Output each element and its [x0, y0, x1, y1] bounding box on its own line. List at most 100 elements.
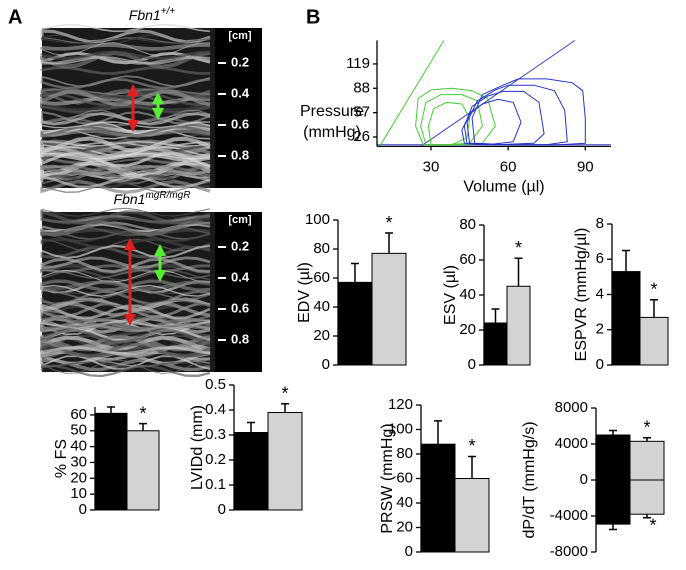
bar	[595, 434, 631, 481]
echo-scale-strip	[215, 212, 262, 372]
echo-texture	[40, 51, 211, 65]
pv-line	[471, 78, 586, 146]
annotation: *	[643, 417, 650, 437]
pv-line	[463, 90, 545, 146]
y-tick-label: 100	[305, 211, 330, 228]
echo-texture	[41, 238, 211, 252]
echo-texture	[40, 43, 211, 51]
echo-title: Fbn1mgR/mgR	[114, 190, 191, 207]
x-tick-label: 60	[500, 158, 517, 175]
echo-title-base: Fbn1	[114, 191, 146, 207]
pv-line	[461, 98, 522, 146]
y-tick-label: 20	[313, 327, 330, 344]
echo-texture	[40, 66, 211, 75]
echo-texture	[40, 346, 211, 355]
annotation: *	[281, 384, 288, 404]
y-tick-label: -4000	[550, 507, 588, 524]
echo-title-sup: mgR/mgR	[145, 190, 190, 201]
y-tick-label: -8000	[550, 543, 588, 560]
y-tick-label: 60	[70, 406, 87, 423]
echo-title-sup: +/+	[161, 6, 176, 17]
echo-texture	[41, 181, 211, 194]
echo-texture	[40, 257, 211, 274]
echo-scale-unit: [cm]	[228, 214, 252, 226]
error-bar	[609, 524, 617, 531]
annotation: *	[385, 213, 392, 233]
annotation: *	[650, 280, 657, 300]
echo-texture	[40, 220, 211, 237]
bar	[420, 443, 456, 553]
bar	[506, 285, 531, 366]
pv-line	[466, 84, 568, 146]
bar	[94, 412, 128, 511]
y-axis-label: Pressure	[300, 103, 364, 120]
y-tick-label: 88	[353, 79, 370, 96]
y-tick-label: 0.4	[205, 401, 226, 418]
y-tick-label: 10	[70, 485, 87, 502]
echo-texture	[41, 359, 211, 375]
y-tick-label: 40	[313, 298, 330, 315]
echo-scale-label: 0.4	[231, 269, 250, 284]
error-bar	[643, 514, 651, 519]
annotation: *	[649, 516, 656, 536]
y-tick-label: 40	[396, 494, 413, 511]
y-tick-label: 4000	[555, 435, 588, 452]
echo-texture	[40, 358, 211, 372]
panel-label: A	[8, 6, 22, 28]
bar	[629, 440, 665, 481]
y-tick-label: 0	[405, 543, 413, 560]
echo-scale-strip	[215, 28, 262, 188]
bar	[454, 478, 490, 553]
echo-texture	[41, 140, 211, 147]
echo-texture	[40, 152, 211, 162]
y-tick-label: 80	[396, 445, 413, 462]
echo-texture	[41, 244, 211, 259]
y-tick-label: 80	[459, 216, 476, 233]
y-tick-label: 20	[459, 321, 476, 338]
y-tick-label: 0.2	[205, 451, 226, 468]
y-tick-label: 50	[70, 422, 87, 439]
x-axis-label: Volume (µl)	[463, 179, 544, 196]
error-bar	[514, 257, 523, 287]
echo-texture	[41, 320, 211, 329]
echo-texture	[40, 328, 211, 344]
echo-texture	[41, 121, 211, 129]
y-axis-label: dP/dT (mmHg/s)	[521, 421, 538, 538]
echo-texture	[40, 180, 211, 195]
x-tick-label: 30	[423, 158, 440, 175]
y-tick-label: 60	[396, 469, 413, 486]
echo-texture	[41, 215, 211, 223]
echo-texture	[40, 29, 211, 44]
echo-texture	[40, 364, 211, 378]
y-tick-label: 119	[346, 55, 370, 72]
annotation: *	[515, 238, 522, 258]
y-tick-label: 0.5	[205, 376, 226, 393]
echo-texture	[40, 280, 211, 291]
y-axis-label: (mmHg)	[303, 124, 361, 141]
echo-texture	[41, 361, 211, 369]
y-axis-label: LVIDd (mm)	[189, 405, 206, 490]
y-tick-label: 0	[468, 356, 476, 373]
echo-arrows	[124, 84, 166, 326]
echo-texture	[41, 355, 211, 370]
error-bar	[351, 262, 359, 283]
annotation: *	[139, 403, 146, 423]
bar	[371, 252, 407, 366]
echo-title: Fbn1+/+	[129, 6, 176, 23]
echo-texture	[40, 117, 211, 127]
y-tick-label: 100	[388, 420, 413, 437]
annotation: *	[468, 436, 475, 456]
error-bar	[281, 403, 289, 413]
pv-line	[379, 40, 445, 147]
y-tick-label: 2	[596, 321, 604, 338]
echo-texture	[41, 269, 211, 279]
echo-texture	[40, 323, 211, 333]
bar	[595, 479, 631, 525]
y-tick-label: 0	[218, 501, 226, 518]
y-tick-label: 80	[313, 240, 330, 257]
y-tick-label: 60	[459, 251, 476, 268]
y-tick-label: 20	[396, 518, 413, 535]
error-bar	[139, 422, 147, 431]
echo-texture	[40, 136, 211, 154]
